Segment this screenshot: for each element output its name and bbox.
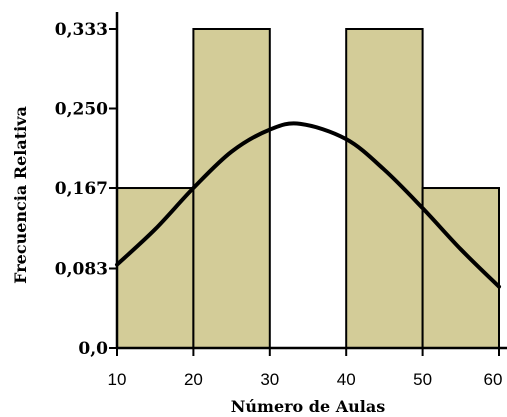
histogram-bars xyxy=(116,28,501,349)
y-tick-label-0: 0,0 xyxy=(78,339,108,359)
histogram-bar-3 xyxy=(345,28,424,349)
y-tick-label-2: 0,167 xyxy=(55,179,108,199)
normal-curve xyxy=(115,121,501,289)
x-tick-label-0: 10 xyxy=(108,370,127,389)
y-axis-ticks: 0,0 0,083 0,167 0,250 0,333 xyxy=(55,20,117,359)
y-axis-title: Frecuencia Relativa xyxy=(11,106,30,284)
histogram-bar-0 xyxy=(116,187,195,349)
x-tick-label-5: 60 xyxy=(484,370,503,389)
x-axis-title: Número de Aulas xyxy=(231,397,385,416)
x-tick-label-4: 50 xyxy=(413,370,432,389)
histogram-bar-4 xyxy=(421,187,501,349)
x-tick-label-3: 40 xyxy=(337,370,356,389)
histogram-bar-1 xyxy=(192,28,271,349)
x-tick-label-2: 30 xyxy=(260,370,279,389)
x-axis-ticks: 10 20 30 40 50 60 xyxy=(108,348,503,389)
x-tick-label-1: 20 xyxy=(184,370,203,389)
y-tick-label-4: 0,333 xyxy=(55,20,108,40)
y-tick-label-1: 0,083 xyxy=(55,259,108,279)
y-tick-label-3: 0,250 xyxy=(55,100,108,120)
